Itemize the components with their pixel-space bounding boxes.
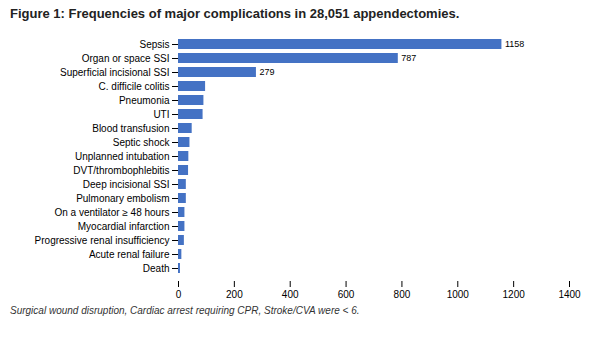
- svg-text:1000: 1000: [447, 289, 470, 300]
- svg-text:On a ventilator ≥ 48 hours: On a ventilator ≥ 48 hours: [55, 207, 170, 218]
- svg-text:Acute renal failure: Acute renal failure: [89, 249, 170, 260]
- svg-text:400: 400: [282, 289, 299, 300]
- html-text:Figure 1: Frequencies of major: Figure 1: Frequencies of major complicat…: [10, 6, 460, 21]
- html-text:Surgical wound disruption, Car: Surgical wound disruption, Cardiac arres…: [10, 305, 360, 316]
- svg-text:Deep incisional SSI: Deep incisional SSI: [83, 179, 170, 190]
- svg-text:800: 800: [394, 289, 411, 300]
- svg-text:Pneumonia: Pneumonia: [119, 95, 170, 106]
- svg-text:1400: 1400: [558, 289, 581, 300]
- svg-text:Septic shock: Septic shock: [113, 137, 171, 148]
- svg-text:Organ or space SSI: Organ or space SSI: [82, 53, 170, 64]
- svg-text:Superficial incisional SSI: Superficial incisional SSI: [60, 67, 170, 78]
- svg-text:1200: 1200: [503, 289, 526, 300]
- svg-text:Death: Death: [143, 263, 170, 274]
- svg-text:C. difficile colitis: C. difficile colitis: [99, 81, 170, 92]
- svg-text:Sepsis: Sepsis: [139, 39, 169, 50]
- svg-text:1158: 1158: [505, 39, 524, 49]
- svg-text:787: 787: [401, 53, 416, 63]
- svg-text:Unplanned intubation: Unplanned intubation: [75, 151, 170, 162]
- svg-text:200: 200: [226, 289, 243, 300]
- svg-text:Progressive renal insufficienc: Progressive renal insufficiency: [35, 235, 170, 246]
- svg-text:Myocardial infarction: Myocardial infarction: [78, 221, 170, 232]
- svg-text:Pulmonary embolism: Pulmonary embolism: [76, 193, 169, 204]
- svg-text:0: 0: [176, 289, 182, 300]
- svg-text:UTI: UTI: [153, 109, 169, 120]
- svg-text:600: 600: [338, 289, 355, 300]
- svg-text:DVT/thrombophlebitis: DVT/thrombophlebitis: [73, 165, 169, 176]
- svg-text:279: 279: [259, 67, 274, 77]
- svg-text:Blood transfusion: Blood transfusion: [92, 123, 169, 134]
